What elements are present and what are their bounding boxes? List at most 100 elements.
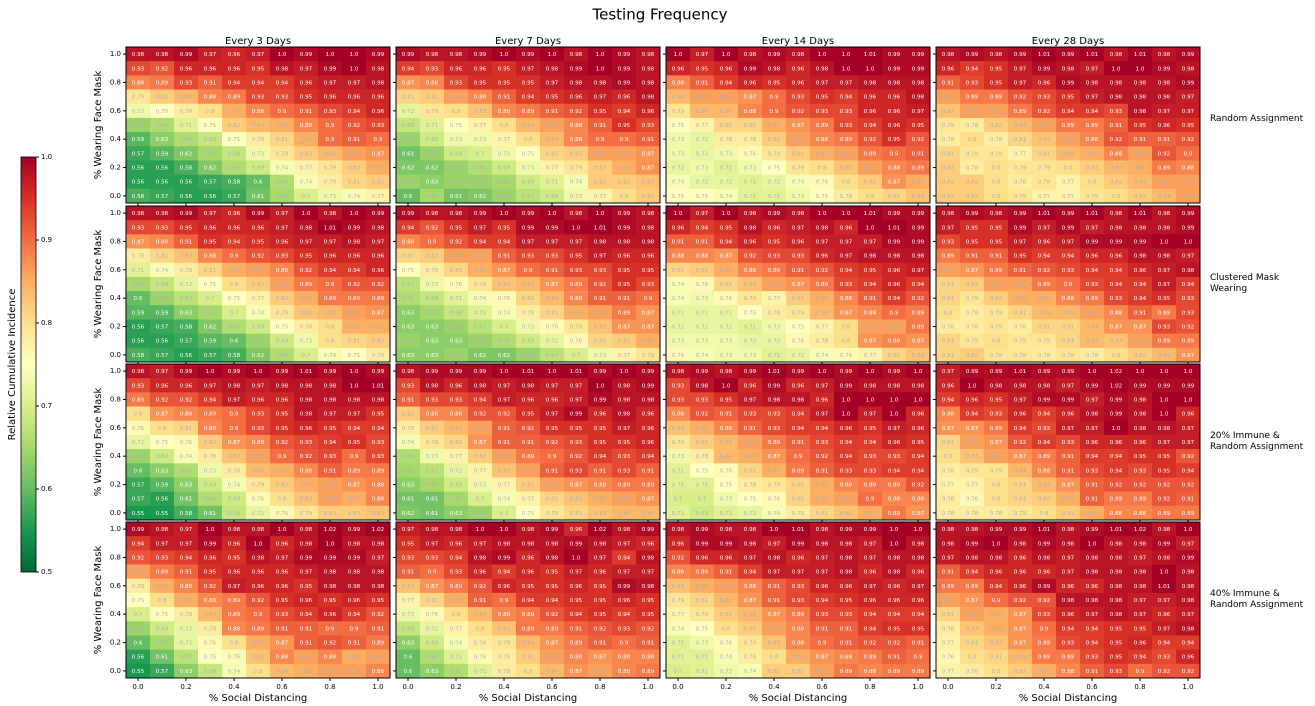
cell-label: 0.87 [792, 123, 805, 129]
heatmap-cell [396, 188, 421, 204]
cell-label: 0.96 [1158, 612, 1171, 618]
heatmap-cell [318, 174, 343, 190]
cell-label: 0.96 [348, 95, 361, 101]
cell-label: 0.89 [252, 626, 265, 632]
cell-label: 0.86 [942, 95, 955, 101]
cell-label: 0.74 [474, 296, 487, 302]
cell-label: 0.91 [546, 268, 559, 274]
cell-label: 0.8 [230, 641, 239, 647]
heatmap-cell [1008, 47, 1033, 62]
cell-label: 0.77 [252, 296, 265, 302]
cell-label: 0.76 [450, 282, 463, 288]
heatmap-cell [984, 117, 1009, 133]
cell-label: 0.97 [300, 239, 313, 245]
cell-label: 0.7 [302, 194, 311, 200]
heatmap-cell [246, 174, 271, 190]
cell-label: 0.98 [744, 541, 757, 547]
cell-label: 0.82 [990, 123, 1002, 129]
cell-label: 0.84 [1038, 310, 1051, 316]
cell-label: 0.63 [180, 669, 193, 675]
cell-label: 0.85 [276, 123, 289, 129]
cell-label: 0.87 [1014, 612, 1027, 618]
heatmap-cell [342, 305, 367, 320]
cell-label: 0.78 [372, 353, 385, 359]
cell-label: 0.91 [864, 296, 877, 302]
cell-label: 0.93 [522, 254, 535, 260]
heatmap-cell [366, 188, 391, 204]
cell-label: 0.64 [522, 353, 535, 359]
heatmap-cell [366, 291, 391, 306]
cell-label: 0.88 [642, 655, 655, 661]
cell-label: 0.64 [474, 511, 487, 517]
cell-label: 0.73 [522, 166, 535, 172]
cell-label: 0.99 [912, 66, 925, 72]
cell-label: 0.8 [992, 497, 1001, 503]
heatmap-cell [540, 117, 565, 133]
cell-label: 0.64 [450, 180, 463, 186]
cell-label: 0.79 [570, 166, 583, 172]
cell-label: 0.97 [474, 225, 487, 231]
cell-label: 0.89 [1110, 497, 1123, 503]
cell-label: 0.79 [966, 151, 979, 157]
cell-label: 0.87 [816, 655, 829, 661]
cell-label: 0.74 [252, 310, 265, 316]
cell-label: 0.77 [498, 137, 511, 143]
heatmap-cell [564, 75, 589, 90]
cell-label: 1.0 [206, 527, 215, 533]
cell-label: 0.96 [252, 225, 265, 231]
heatmap-cell [984, 75, 1009, 90]
cell-label: 0.93 [156, 225, 169, 231]
cell-label: 0.99 [720, 541, 733, 547]
heatmap-cell [270, 220, 295, 235]
heatmap-cell [936, 146, 961, 161]
heatmap-cell [126, 319, 151, 334]
cell-label: 0.83 [300, 310, 313, 316]
cell-label: 0.81 [1014, 497, 1027, 503]
cell-label: 0.72 [744, 339, 756, 345]
cell-label: 0.88 [570, 123, 583, 129]
cell-label: 0.82 [252, 282, 264, 288]
cell-label: 0.92 [1038, 109, 1050, 115]
cell-label: 0.67 [522, 194, 535, 200]
cell-label: 0.93 [570, 440, 583, 446]
cell-label: 0.92 [570, 454, 582, 460]
cell-label: 0.58 [132, 194, 145, 200]
cell-label: 0.97 [888, 426, 901, 432]
heatmap-cell [516, 103, 541, 119]
cell-label: 0.98 [1134, 426, 1147, 432]
heatmap-cell [882, 47, 907, 62]
cell-label: 0.69 [522, 339, 535, 345]
cell-label: 0.94 [1110, 282, 1123, 288]
cell-label: 0.91 [720, 570, 733, 576]
cell-label: 0.88 [372, 669, 385, 675]
heatmap-cell [126, 248, 151, 264]
heatmap-cell [1104, 75, 1129, 90]
heatmap-cell [366, 117, 391, 133]
cell-label: 1.0 [548, 211, 557, 217]
cell-label: 0.89 [840, 137, 853, 143]
cell-label: 0.79 [1014, 166, 1027, 172]
cell-label: 0.98 [618, 527, 631, 533]
cell-label: 0.91 [348, 137, 361, 143]
heatmap-cell [540, 160, 565, 175]
cell-label: 0.74 [816, 353, 829, 359]
heatmap-cell [318, 206, 343, 221]
cell-label: 0.63 [402, 483, 415, 489]
heatmap-cell [420, 117, 445, 133]
heatmap-cell [834, 103, 859, 119]
cell-label: 0.88 [498, 109, 511, 115]
cell-label: 0.96 [570, 584, 583, 590]
cell-label: 0.92 [1014, 598, 1026, 604]
cell-label: 0.95 [618, 123, 631, 129]
cell-label: 1.0 [596, 211, 605, 217]
cell-label: 0.93 [990, 412, 1003, 418]
cell-label: 0.99 [300, 52, 313, 58]
cell-label: 0.98 [990, 383, 1003, 389]
cell-label: 0.92 [324, 641, 336, 647]
cell-label: 1.0 [1112, 66, 1121, 72]
cell-label: 0.76 [570, 339, 583, 345]
heatmap-cell [936, 132, 961, 147]
cell-label: 0.94 [1182, 282, 1195, 288]
panel: 0.98 0.98 0.99 0.97 0.96 0.97 1.0 0.99 1.0 1.0 0.9… [123, 46, 391, 206]
heatmap-cell [810, 89, 835, 105]
